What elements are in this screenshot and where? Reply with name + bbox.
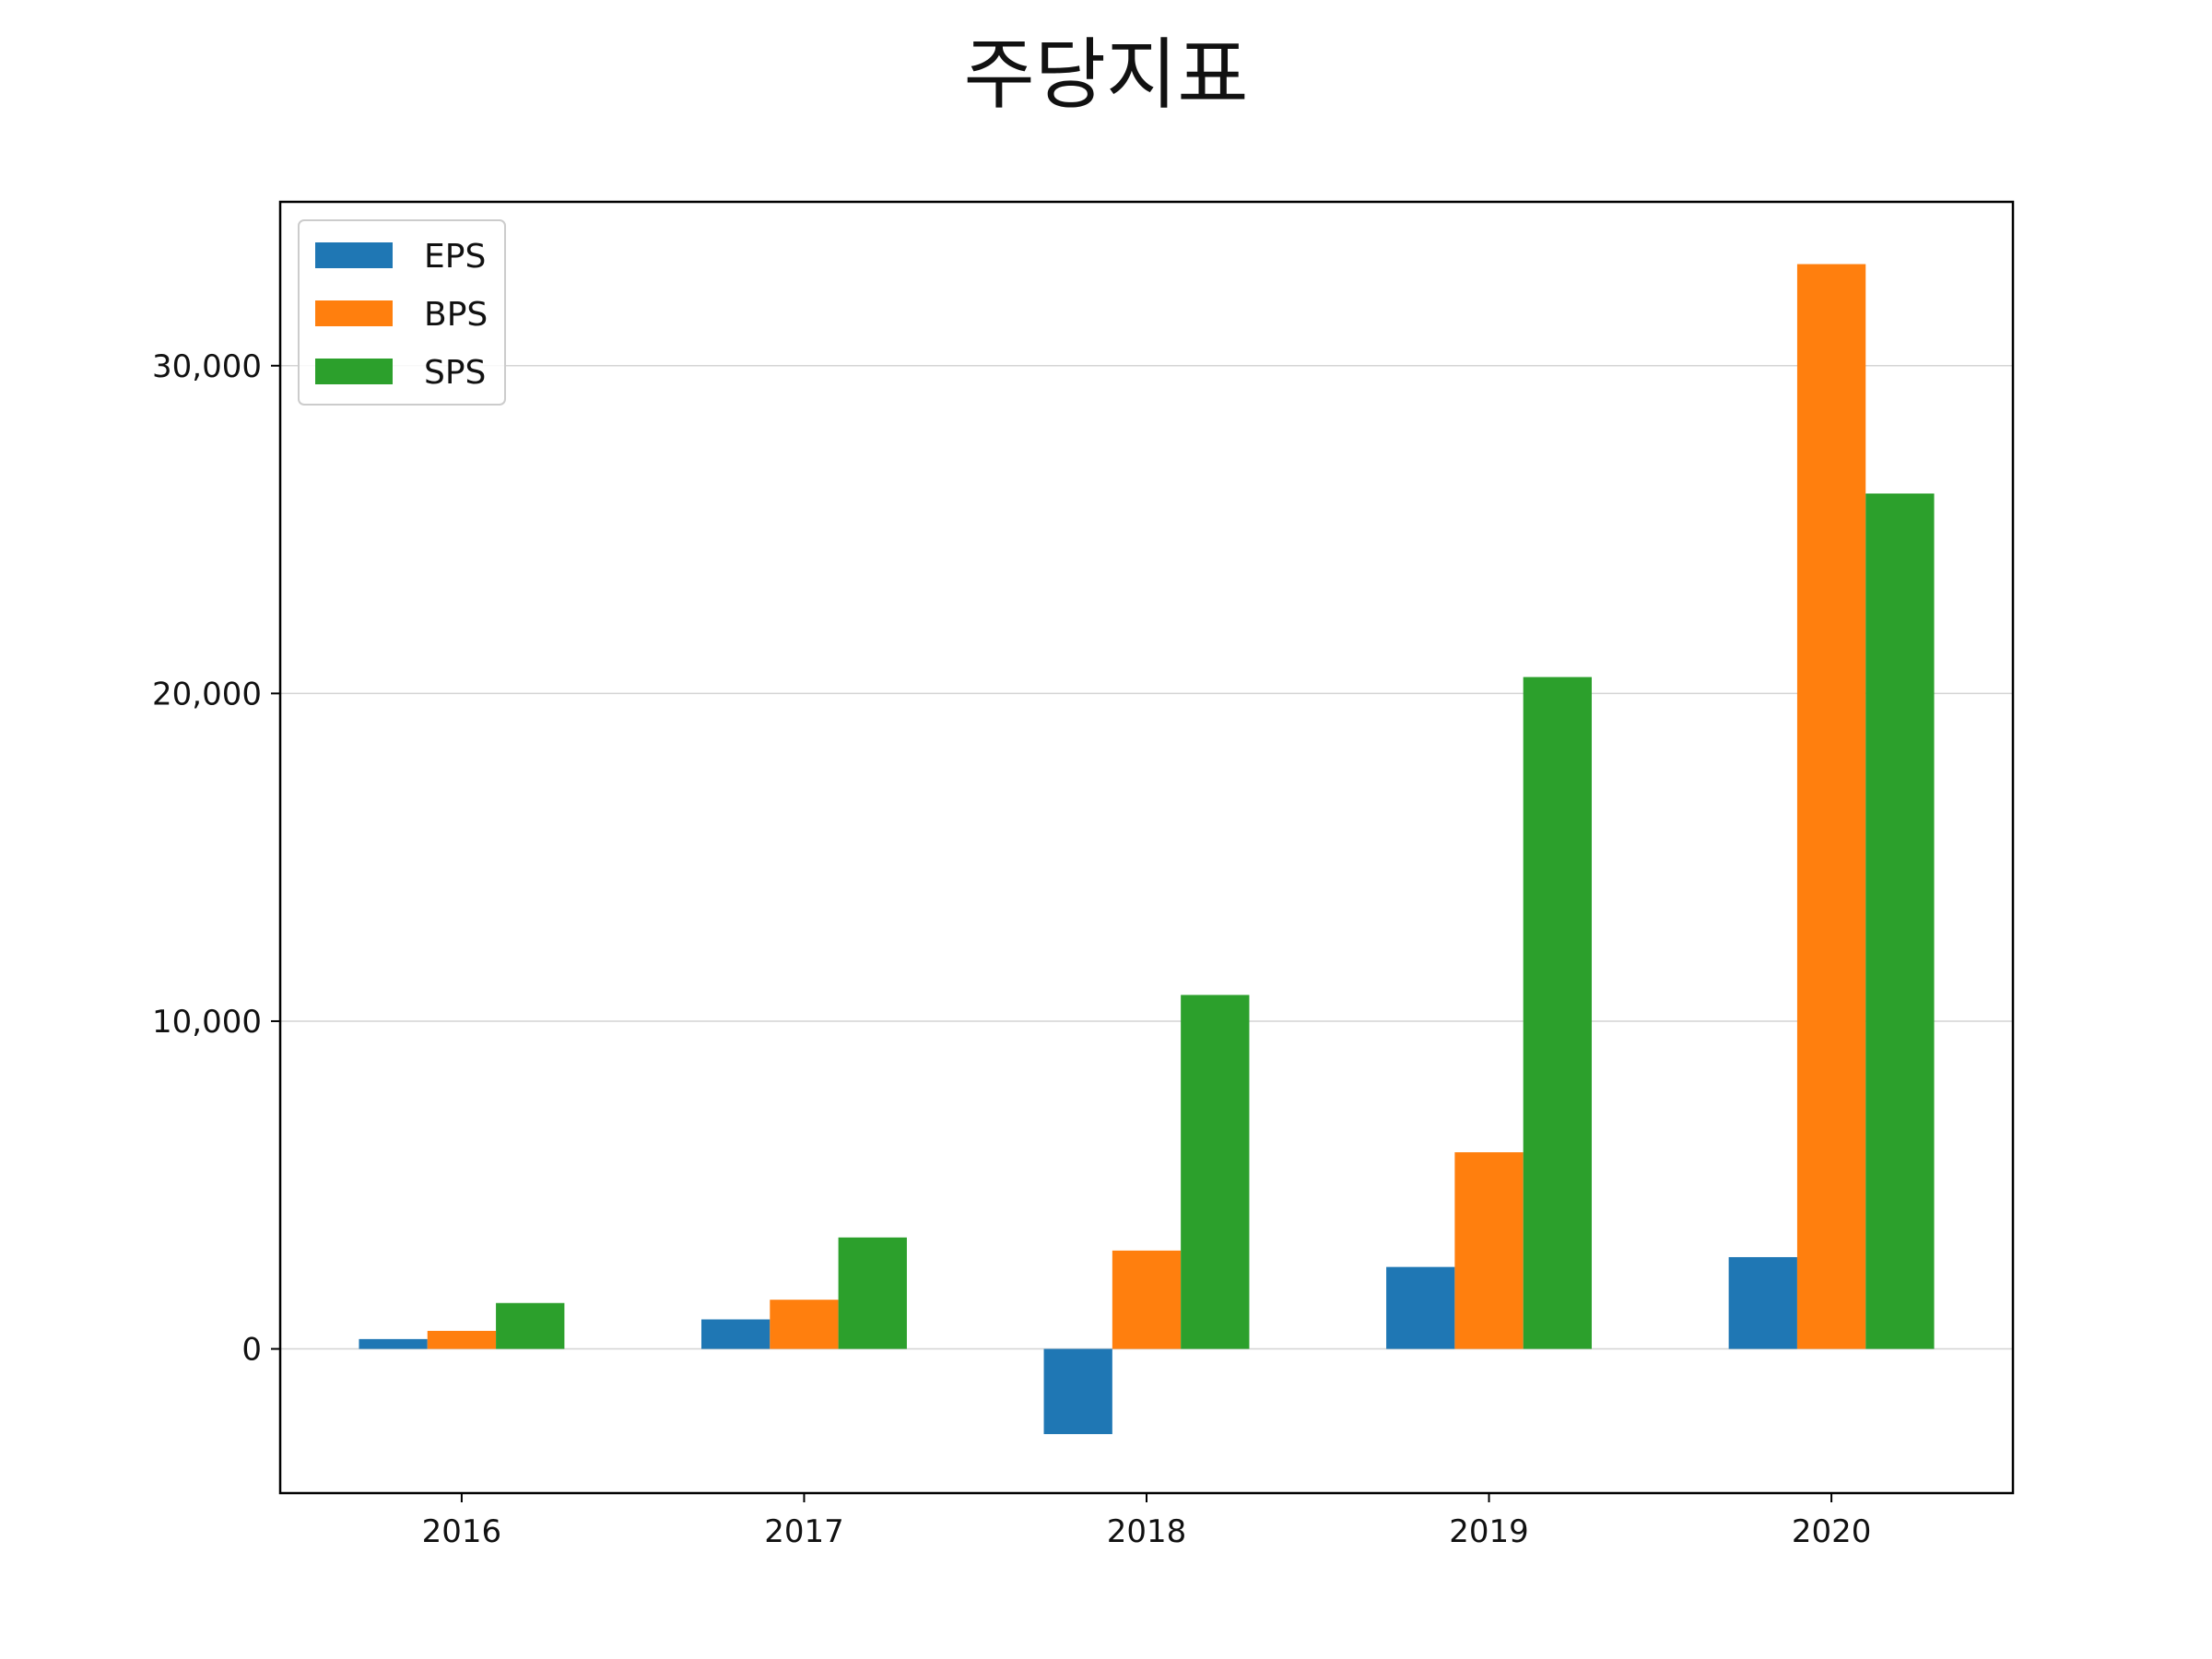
y-tick-label: 20,000	[152, 676, 262, 712]
legend-swatch-eps	[315, 242, 393, 268]
bar-eps-2018	[1043, 1348, 1112, 1434]
x-tick-label: 2017	[764, 1513, 844, 1550]
bar-eps-2020	[1728, 1256, 1797, 1349]
legend-label-eps: EPS	[424, 238, 486, 276]
bar-bps-2019	[1454, 1152, 1524, 1349]
y-tick-label: 30,000	[152, 348, 262, 385]
bars	[359, 264, 1935, 1434]
bar-sps-2020	[1865, 493, 1935, 1349]
x-tick-label: 2019	[1449, 1513, 1529, 1550]
legend: EPS BPS SPS	[298, 219, 506, 406]
bar-bps-2020	[1796, 264, 1866, 1349]
y-tick-label: 10,000	[152, 1004, 262, 1041]
x-tick-label: 2020	[1792, 1513, 1872, 1550]
legend-label-bps: BPS	[424, 296, 488, 334]
y-tick-label: 0	[241, 1332, 262, 1369]
bar-sps-2019	[1523, 677, 1593, 1349]
x-tick-label: 2016	[422, 1513, 502, 1550]
legend-swatch-sps	[315, 359, 393, 384]
bar-sps-2018	[1181, 994, 1250, 1349]
bar-bps-2017	[770, 1300, 839, 1349]
legend-swatch-bps	[315, 300, 393, 326]
x-tick-label: 2018	[1107, 1513, 1187, 1550]
bar-eps-2019	[1386, 1266, 1455, 1349]
gridlines	[280, 365, 2013, 1350]
bar-eps-2017	[700, 1319, 771, 1349]
bar-sps-2016	[496, 1302, 565, 1349]
bar-sps-2017	[838, 1237, 907, 1349]
bar-eps-2016	[359, 1338, 428, 1349]
y-axis: 0 10,000 20,000 30,000	[152, 348, 280, 1369]
x-axis: 2016 2017 2018 2019 2020	[422, 1493, 1872, 1550]
legend-label-sps: SPS	[424, 354, 486, 392]
bar-bps-2016	[427, 1330, 497, 1349]
chart-title: 주당지표	[963, 29, 1249, 120]
bar-bps-2018	[1112, 1250, 1182, 1349]
